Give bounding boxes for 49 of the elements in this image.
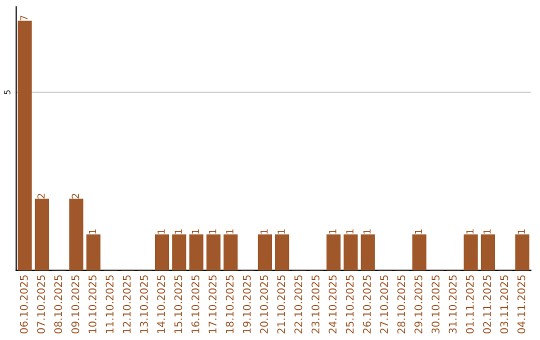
x-tick-label: 30.10.2025 <box>432 275 440 334</box>
data-label: 1 <box>260 229 268 234</box>
x-tick-label: 09.10.2025 <box>71 275 80 334</box>
x-tick-label: 13.10.2025 <box>140 275 148 333</box>
x-tick-label: 10.10.2025 <box>88 275 96 333</box>
data-label: 1 <box>174 229 182 234</box>
x-tick-label: 31.10.2025 <box>448 275 457 334</box>
x-tick-label: 11.10.2025 <box>106 275 114 333</box>
x-tick-label: 18.10.2025 <box>226 275 234 333</box>
x-tick-label: 03.11.2025 <box>500 275 508 334</box>
x-tick-label: 26.10.2025 <box>363 275 371 334</box>
x-tick-label: 17.10.2025 <box>208 275 216 333</box>
data-label: 2 <box>72 194 79 198</box>
data-label: 1 <box>226 229 234 234</box>
x-tick-label: 07.10.2025 <box>37 275 45 334</box>
data-label: 1 <box>518 229 525 234</box>
data-label: 1 <box>192 229 199 234</box>
x-tick-label: 23.10.2025 <box>312 275 320 334</box>
x-tick-label: 06.10.2025 <box>20 275 28 334</box>
data-label: 1 <box>363 229 371 234</box>
data-label: 1 <box>88 229 96 234</box>
data-label: 1 <box>346 229 354 234</box>
x-tick-label: 19.10.2025 <box>242 275 251 333</box>
x-tick-label: 12.10.2025 <box>122 275 131 333</box>
x-tick-label: 02.11.2025 <box>483 275 491 334</box>
x-tick-label: 04.11.2025 <box>517 275 526 334</box>
x-tick-label: 25.10.2025 <box>346 275 354 334</box>
x-tick-label: 24.10.2025 <box>328 275 337 334</box>
x-tick-label: 16.10.2025 <box>191 275 200 333</box>
x-tick-label: 21.10.2025 <box>277 275 286 334</box>
data-label: 1 <box>414 229 422 234</box>
x-tick-label: 22.10.2025 <box>294 275 302 334</box>
data-label: 1 <box>278 229 285 234</box>
y-tick-label: 5 <box>4 90 10 94</box>
data-label: 1 <box>466 229 474 234</box>
x-tick-label: 20.10.2025 <box>260 275 268 334</box>
x-tick-label: 29.10.2025 <box>414 275 422 334</box>
data-label: 1 <box>209 229 216 234</box>
x-tick-label: 27.10.2025 <box>380 275 388 334</box>
x-tick-label: 01.11.2025 <box>466 275 474 334</box>
data-label: 1 <box>158 229 165 234</box>
data-label: 7 <box>20 16 28 20</box>
x-tick-label: 08.10.2025 <box>54 275 62 334</box>
x-tick-label: 28.10.2025 <box>397 275 406 334</box>
x-tick-label: 14.10.2025 <box>157 275 166 333</box>
data-label: 2 <box>37 194 45 198</box>
data-label: 1 <box>484 229 491 234</box>
data-label: 1 <box>329 229 336 234</box>
x-tick-label: 15.10.2025 <box>174 275 182 333</box>
